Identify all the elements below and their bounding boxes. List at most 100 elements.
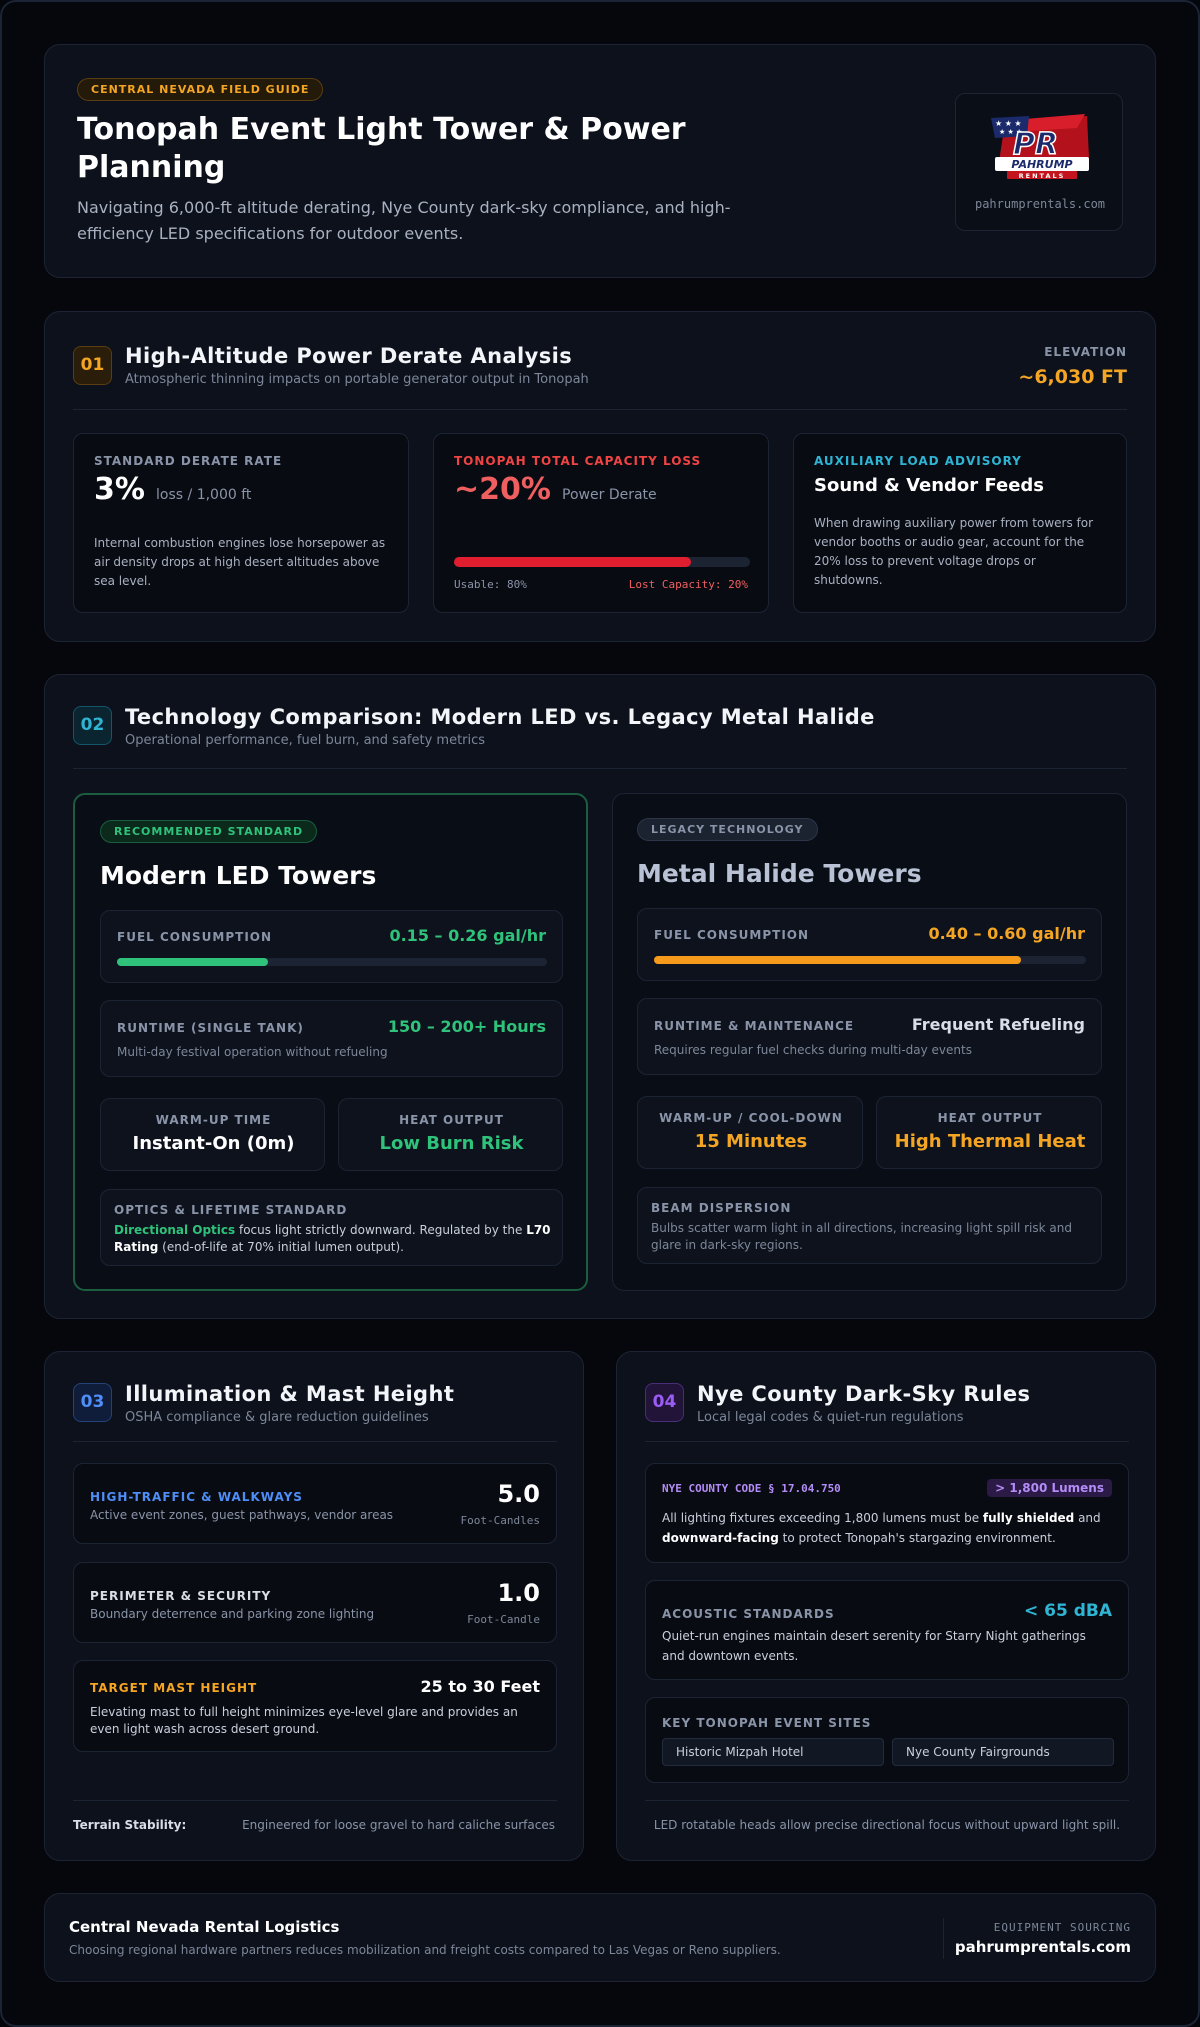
capacity-bar-fill [454,557,691,567]
section-divider [645,1800,1129,1801]
led-warmup-value: Instant-On (0m) [132,1133,295,1154]
mh-warmup-value: 15 Minutes [694,1131,808,1152]
dark-sky-note: LED rotatable heads allow precise direct… [653,1818,1121,1832]
aux-load-title: Sound & Vendor Feeds [814,475,1045,496]
section-divider [73,1800,557,1801]
led-heat-box: HEAT OUTPUT Low Burn Risk [338,1098,563,1171]
terrain-text: Engineered for loose gravel to hard cali… [242,1818,555,1832]
mh-warmup-box: WARM-UP / COOL-DOWN 15 Minutes [637,1096,863,1169]
mh-title: Metal Halide Towers [637,859,922,888]
capacity-loss-label: TONOPAH TOTAL CAPACITY LOSS [454,454,702,468]
mh-runtime-desc: Requires regular fuel checks during mult… [654,1043,972,1057]
perimeter-fc-value: 1.0 [497,1579,540,1607]
mh-heat-value: High Thermal Heat [894,1131,1086,1152]
lumens-badge: > 1,800 Lumens [987,1479,1112,1497]
section-title: Nye County Dark-Sky Rules [697,1382,1031,1406]
led-fuel-value: 0.15 – 0.26 gal/hr [389,926,546,945]
led-warmup-box: WARM-UP TIME Instant-On (0m) [100,1098,325,1171]
derate-rate-value: 3% loss / 1,000 ft [94,472,252,507]
section-dark-sky: 04 Nye County Dark-Sky Rules Local legal… [616,1351,1156,1861]
section-number-04: 04 [645,1383,684,1422]
mast-height-row: TARGET MAST HEIGHT 25 to 30 Feet Elevati… [73,1660,557,1752]
derate-rate-desc: Internal combustion engines lose horsepo… [94,536,386,588]
led-fuel-bar [117,958,547,966]
capacity-loss-value: ~20% Power Derate [454,472,657,507]
svg-text:★ ★ ★: ★ ★ ★ [995,119,1022,128]
logo-panel[interactable]: ★ ★ ★ ★ ★ ★ PR PAHRUMP RENTALS pahrumpre… [955,93,1123,231]
capacity-bar [454,557,750,567]
footer-title: Central Nevada Rental Logistics [69,1918,340,1936]
capacity-loss-card: TONOPAH TOTAL CAPACITY LOSS ~20% Power D… [433,433,769,613]
usable-capacity: Usable: 80% [454,578,527,591]
page-title: Tonopah Event Light Tower & Power Planni… [77,112,686,185]
footer-desc: Choosing regional hardware partners redu… [69,1943,781,1957]
section-subtitle: OSHA compliance & glare reduction guidel… [125,1410,429,1425]
led-runtime-box: RUNTIME (SINGLE TANK) 150 – 200+ Hours M… [100,1000,563,1077]
mh-fuel-box: FUEL CONSUMPTION 0.40 – 0.60 gal/hr [637,908,1102,981]
svg-text:PAHRUMP: PAHRUMP [1011,158,1072,171]
section-title: High-Altitude Power Derate Analysis [125,344,573,368]
section-derate: 01 High-Altitude Power Derate Analysis A… [44,311,1156,642]
section-number-03: 03 [73,1383,112,1422]
led-runtime-value: 150 – 200+ Hours [387,1017,546,1036]
county-code-label: NYE COUNTY CODE § 17.04.750 [662,1482,841,1495]
walkway-lighting-row: HIGH-TRAFFIC & WALKWAYS Active event zon… [73,1463,557,1544]
led-fuel-box: FUEL CONSUMPTION 0.15 – 0.26 gal/hr [100,910,563,983]
logo-url: pahrumprentals.com [974,197,1106,211]
section-number-02: 02 [73,706,112,745]
mh-beam-desc: Bulbs scatter warm light in all directio… [651,1221,1072,1252]
mh-fuel-value: 0.40 – 0.60 gal/hr [928,924,1085,943]
section-number-01: 01 [73,346,112,385]
perimeter-lighting-row: PERIMETER & SECURITY Boundary deterrence… [73,1562,557,1643]
county-code-desc: All lighting fixtures exceeding 1,800 lu… [662,1511,1101,1545]
lost-capacity: Lost Capacity: 20% [628,578,748,591]
site-chip-mizpah[interactable]: Historic Mizpah Hotel [662,1738,884,1766]
county-code-box: NYE COUNTY CODE § 17.04.750 > 1,800 Lume… [645,1463,1129,1563]
aux-load-desc: When drawing auxiliary power from towers… [814,516,1094,587]
section-divider [73,1441,557,1442]
section-subtitle: Operational performance, fuel burn, and … [125,733,486,748]
acoustic-box: ACOUSTIC STANDARDS < 65 dBA Quiet-run en… [645,1580,1129,1680]
page-subtitle: Navigating 6,000-ft altitude derating, N… [77,198,731,243]
led-runtime-desc: Multi-day festival operation without ref… [117,1045,388,1059]
section-subtitle: Local legal codes & quiet-run regulation… [697,1410,964,1425]
metal-halide-panel: LEGACY TECHNOLOGY Metal Halide Towers FU… [612,793,1127,1291]
walkway-fc-value: 5.0 [497,1480,540,1508]
section-title: Technology Comparison: Modern LED vs. Le… [125,705,875,729]
led-title: Modern LED Towers [100,861,377,890]
recommended-badge: RECOMMENDED STANDARD [100,820,318,843]
svg-text:PR: PR [1013,127,1058,162]
header-card: CENTRAL NEVADA FIELD GUIDE Tonopah Event… [44,44,1156,278]
sourcing-label: EQUIPMENT SOURCING [993,1921,1131,1934]
mh-fuel-bar-fill [654,956,1022,964]
led-optics-desc: Directional Optics focus light strictly … [114,1223,551,1254]
footer-card: Central Nevada Rental Logistics Choosing… [44,1893,1156,1982]
pahrump-rentals-logo: ★ ★ ★ ★ ★ ★ PR PAHRUMP RENTALS [991,114,1089,180]
svg-text:RENTALS: RENTALS [1019,172,1066,180]
mh-beam-box: BEAM DISPERSION Bulbs scatter warm light… [637,1187,1102,1264]
led-tower-panel: RECOMMENDED STANDARD Modern LED Towers F… [73,793,588,1291]
mh-heat-box: HEAT OUTPUT High Thermal Heat [876,1096,1102,1169]
mh-runtime-value: Frequent Refueling [911,1015,1085,1034]
section-divider [73,409,1127,410]
footer-url[interactable]: pahrumprentals.com [954,1938,1131,1956]
mh-fuel-bar [654,956,1086,964]
section-title: Illumination & Mast Height [125,1382,455,1406]
section-tech-comparison: 02 Technology Comparison: Modern LED vs.… [44,674,1156,1319]
guide-badge: CENTRAL NEVADA FIELD GUIDE [77,78,324,101]
led-optics-box: OPTICS & LIFETIME STANDARD Directional O… [100,1189,563,1266]
svg-text:★ ★ ★: ★ ★ ★ [999,128,1022,136]
footer-vertical-divider [943,1918,944,1959]
led-fuel-bar-fill [117,958,268,966]
elevation-value: ~6,030 FT [1018,366,1127,388]
terrain-label: Terrain Stability: [73,1818,187,1832]
derate-rate-label: STANDARD DERATE RATE [94,454,283,468]
aux-load-label: AUXILIARY LOAD ADVISORY [814,454,1022,468]
site-chip-fairgrounds[interactable]: Nye County Fairgrounds [892,1738,1114,1766]
mast-height-value: 25 to 30 Feet [420,1677,540,1696]
section-divider [73,768,1127,769]
section-subtitle: Atmospheric thinning impacts on portable… [125,372,589,387]
elevation-label: ELEVATION [1044,345,1127,359]
legacy-badge: LEGACY TECHNOLOGY [637,818,818,841]
section-divider [645,1441,1129,1442]
